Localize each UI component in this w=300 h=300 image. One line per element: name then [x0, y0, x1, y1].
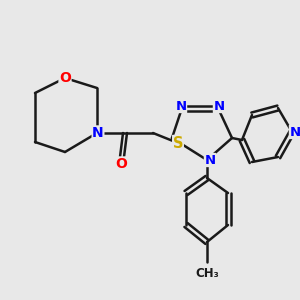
Text: N: N: [290, 125, 300, 139]
Text: N: N: [204, 154, 216, 166]
Text: CH₃: CH₃: [195, 267, 219, 280]
Text: S: S: [173, 136, 183, 151]
Text: N: N: [92, 126, 104, 140]
Text: O: O: [59, 71, 71, 85]
Text: N: N: [213, 100, 225, 112]
Text: O: O: [115, 157, 127, 171]
Text: N: N: [176, 100, 187, 112]
